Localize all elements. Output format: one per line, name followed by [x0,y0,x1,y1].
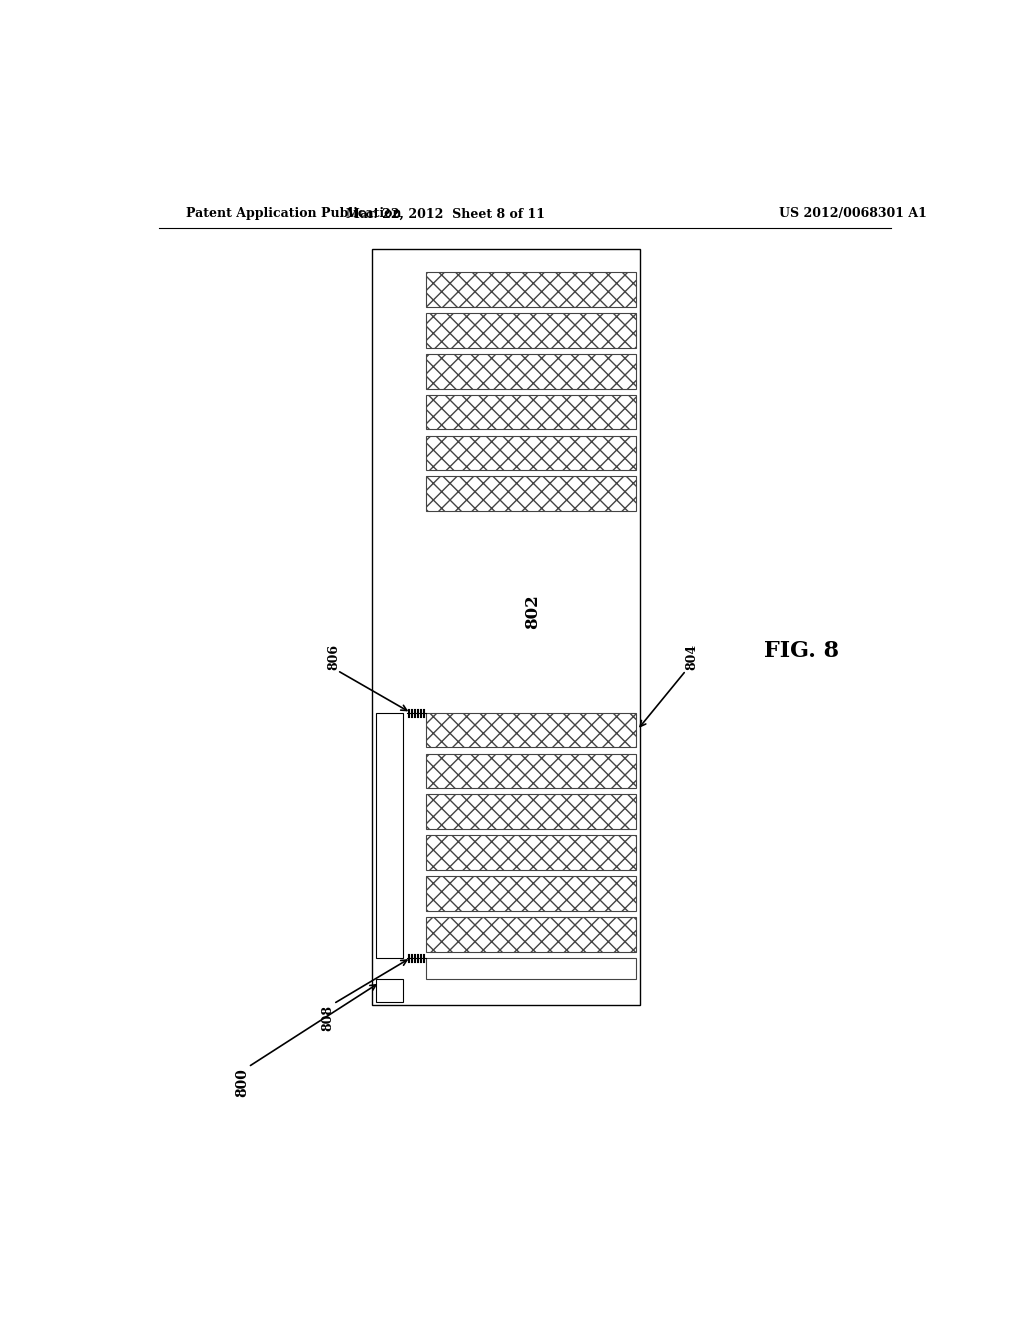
Bar [426,395,636,429]
Bar [372,249,640,1006]
Bar [426,754,636,788]
Bar [426,272,636,308]
Text: FIG. 8: FIG. 8 [764,640,839,663]
Bar [426,436,636,470]
Bar [426,836,636,870]
Text: 802: 802 [524,594,542,630]
Text: US 2012/0068301 A1: US 2012/0068301 A1 [779,207,927,220]
Text: 800: 800 [236,1068,250,1097]
Text: Mar. 22, 2012  Sheet 8 of 11: Mar. 22, 2012 Sheet 8 of 11 [346,207,545,220]
Bar [426,876,636,911]
Bar [426,795,636,829]
Text: 804: 804 [686,644,698,671]
Bar [426,917,636,952]
Bar [376,713,403,958]
Bar [426,477,636,511]
Bar [376,979,403,1002]
Bar [426,354,636,388]
Text: 806: 806 [327,644,340,671]
Bar [426,713,636,747]
Bar [426,958,636,979]
Bar [426,313,636,348]
Text: 808: 808 [322,1005,335,1031]
Text: Patent Application Publication: Patent Application Publication [186,207,401,220]
